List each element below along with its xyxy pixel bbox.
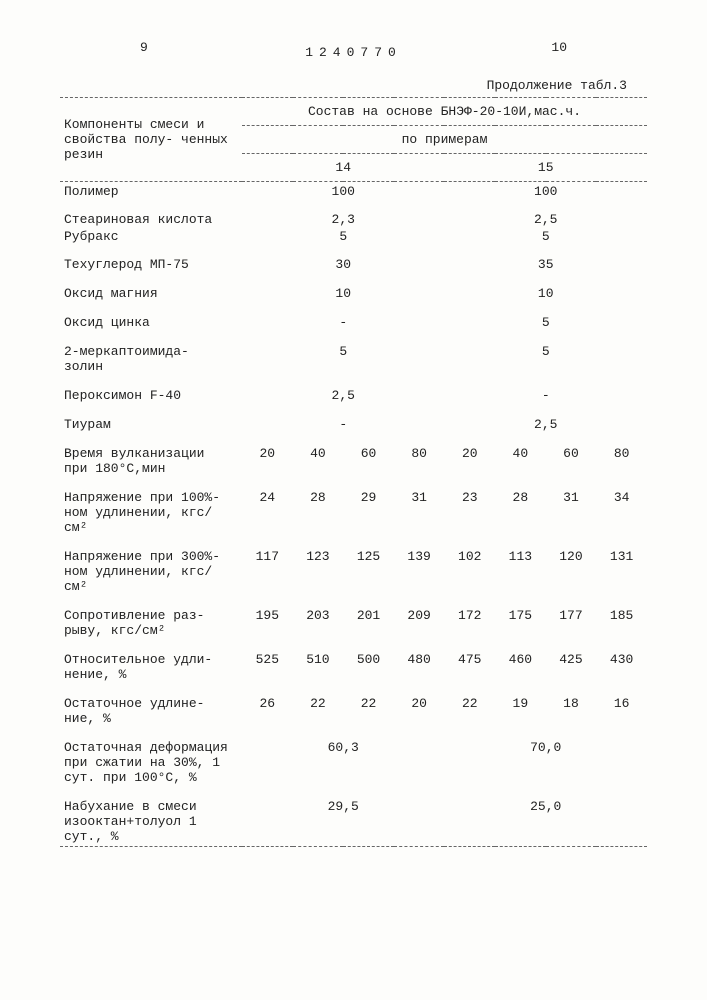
cell: 60 [343,444,394,478]
cell: 139 [394,547,445,596]
cell: 2,5 [444,415,647,434]
col-header-basis: Состав на основе БНЭФ-20-10И,мас.ч. [242,98,647,126]
row-zno: Оксид цинка [60,313,242,332]
cell: 29,5 [242,797,444,847]
cell: 30 [242,255,444,274]
cell: 117 [242,547,293,596]
cell: 500 [343,650,394,684]
cell: 5 [444,228,647,245]
continuation-label: Продолжение табл.3 [60,78,647,93]
row-carbon: Техуглерод МП-75 [60,255,242,274]
data-table: Компоненты смеси и свойства полу- ченных… [60,97,647,851]
cell: 23 [444,488,495,537]
cell: 19 [495,694,546,728]
cell: 60,3 [242,738,444,787]
cell: 203 [293,606,344,640]
cell: 29 [343,488,394,537]
example-14: 14 [242,154,444,182]
cell: 80 [394,444,445,478]
cell: 2,5 [242,386,444,405]
cell: 172 [444,606,495,640]
cell: 31 [546,488,597,537]
cell: 131 [596,547,647,596]
row-merc: 2-меркаптоимида- золин [60,342,242,376]
row-vulctime: Время вулканизации при 180°С,мин [60,444,242,478]
cell: 20 [242,444,293,478]
cell: 120 [546,547,597,596]
cell: 31 [394,488,445,537]
cell: 60 [546,444,597,478]
row-swell: Набухание в смеси изооктан+толуол 1 сут.… [60,797,242,847]
cell: - [444,386,647,405]
cell: - [242,313,444,332]
row-mgo: Оксид магния [60,284,242,303]
cell: 2,5 [444,211,647,228]
row-thiuram: Тиурам [60,415,242,434]
row-stearic: Стеариновая кислота [60,211,242,228]
cell: 20 [394,694,445,728]
row-tear: Сопротивление раз- рыву, кгс/см² [60,606,242,640]
cell: 40 [495,444,546,478]
cell: 80 [596,444,647,478]
cell: 175 [495,606,546,640]
cell: 20 [444,444,495,478]
row-perox: Пероксимон F-40 [60,386,242,405]
cell: 100 [242,182,444,202]
cell: 28 [293,488,344,537]
example-15: 15 [444,154,647,182]
cell: 475 [444,650,495,684]
cell: - [242,415,444,434]
row-elong: Относительное удли- нение, % [60,650,242,684]
cell: 185 [596,606,647,640]
cell: 40 [293,444,344,478]
cell: 525 [242,650,293,684]
col-header-components: Компоненты смеси и свойства полу- ченных… [60,98,242,182]
cell: 5 [444,313,647,332]
cell: 195 [242,606,293,640]
cell: 5 [444,342,647,376]
cell: 26 [242,694,293,728]
cell: 125 [343,547,394,596]
cell: 480 [394,650,445,684]
cell: 100 [444,182,647,202]
cell: 10 [242,284,444,303]
cell: 201 [343,606,394,640]
cell: 25,0 [444,797,647,847]
cell: 16 [596,694,647,728]
cell: 209 [394,606,445,640]
cell: 10 [444,284,647,303]
row-resid: Остаточное удлине- ние, % [60,694,242,728]
cell: 24 [242,488,293,537]
row-compset: Остаточная деформация при сжатии на 30%,… [60,738,242,787]
cell: 22 [343,694,394,728]
cell: 430 [596,650,647,684]
row-stress100: Напряжение при 100%-ном удлинении, кгс/с… [60,488,242,537]
cell: 102 [444,547,495,596]
cell: 70,0 [444,738,647,787]
cell: 18 [546,694,597,728]
cell: 425 [546,650,597,684]
cell: 460 [495,650,546,684]
row-rubraks: Рубракс [60,228,242,245]
col-header-examples: по примерам [242,126,647,154]
cell: 34 [596,488,647,537]
cell: 22 [444,694,495,728]
page-number-left: 9 [140,40,148,55]
row-polymer: Полимер [60,182,242,202]
row-stress300: Напряжение при 300%-ном удлинении, кгс/с… [60,547,242,596]
cell: 2,3 [242,211,444,228]
cell: 22 [293,694,344,728]
cell: 113 [495,547,546,596]
cell: 177 [546,606,597,640]
page-number-right: 10 [551,40,567,55]
cell: 35 [444,255,647,274]
cell: 5 [242,228,444,245]
cell: 28 [495,488,546,537]
cell: 510 [293,650,344,684]
cell: 5 [242,342,444,376]
cell: 123 [293,547,344,596]
